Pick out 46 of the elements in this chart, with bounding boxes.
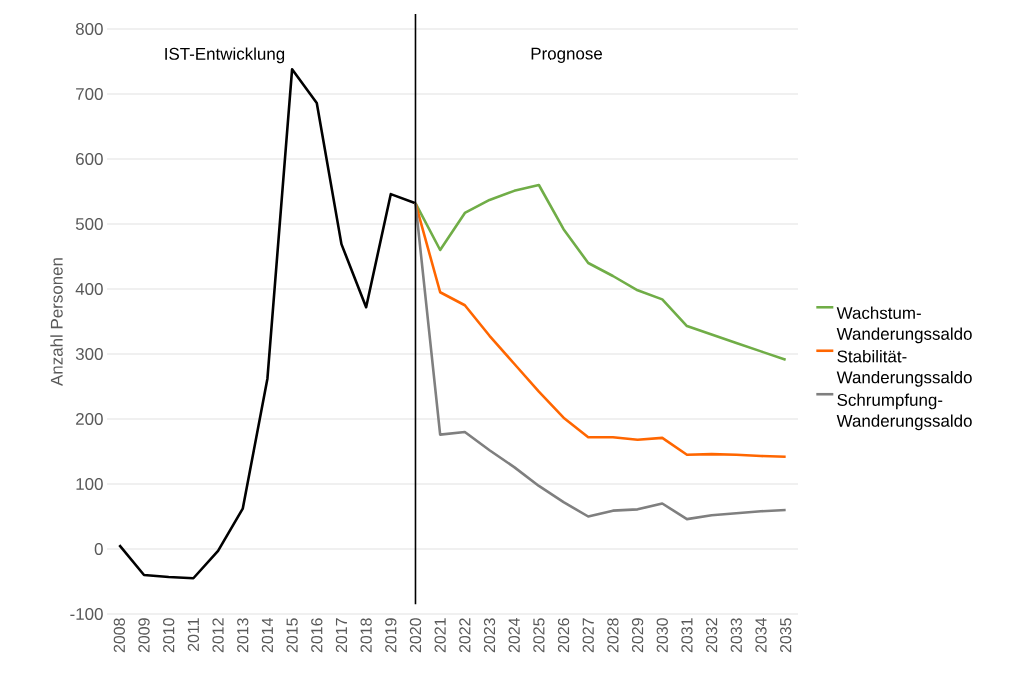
y-tick-label: 300 (75, 348, 103, 360)
x-tick-label: 2016 (311, 618, 323, 653)
y-tick-label: 500 (75, 218, 103, 230)
y-axis-title: Anzahl Personen (50, 258, 63, 386)
x-tick-label: 2014 (261, 618, 274, 653)
line-series (414, 183, 787, 362)
y-tick-label: 400 (75, 283, 103, 295)
x-tick-label: 2031 (681, 618, 693, 653)
legend-label: Wachstum-Wanderungssaldo (836, 306, 972, 344)
x-tick-label: 2013 (237, 618, 249, 653)
x-tick-label: 2028 (607, 618, 619, 653)
y-tick-label: 100 (76, 478, 103, 490)
y-tick-label: 0 (94, 543, 103, 555)
x-tick-label: 2022 (459, 618, 471, 653)
x-tick-label: 2017 (335, 618, 348, 653)
x-tick-label: 2020 (409, 618, 422, 653)
x-tick-label: 2024 (508, 618, 520, 653)
annotation: IST-Entwicklung (165, 47, 285, 64)
x-tick-label: 2015 (286, 618, 298, 653)
x-tick-label: 2029 (631, 618, 644, 653)
x-tick-label: 2026 (557, 618, 570, 653)
x-tick-label: 2011 (187, 618, 200, 651)
x-tick-label: 2023 (483, 618, 496, 653)
x-tick-label: 2027 (582, 618, 594, 653)
y-tick-label: 600 (76, 153, 103, 165)
x-tick-label: 2025 (533, 618, 545, 653)
x-tick-label: 2030 (656, 618, 668, 653)
x-tick-label: 2008 (113, 618, 125, 653)
annotation: Prognose (531, 47, 603, 63)
x-tick-label: 2019 (385, 618, 397, 653)
x-tick-label: 2035 (780, 618, 792, 653)
x-tick-label: 2032 (705, 618, 718, 653)
x-tick-label: 2012 (212, 618, 224, 653)
y-tick-label: 700 (76, 88, 103, 100)
legend-label: Schrumpfung-Wanderungssaldo (836, 393, 972, 431)
x-tick-label: 2010 (163, 618, 175, 653)
line-series (414, 201, 787, 521)
x-tick-label: 2034 (755, 618, 767, 653)
y-tick-label: -100 (70, 608, 103, 620)
legend-label: Stabilität-Wanderungssaldo (836, 350, 972, 387)
y-tick-label: 200 (76, 413, 103, 425)
x-tick-label: 2033 (730, 618, 742, 653)
x-tick-label: 2009 (138, 618, 150, 653)
x-tick-label: 2021 (434, 618, 446, 653)
y-tick-label: 800 (75, 23, 103, 35)
x-tick-label: 2018 (360, 618, 372, 653)
